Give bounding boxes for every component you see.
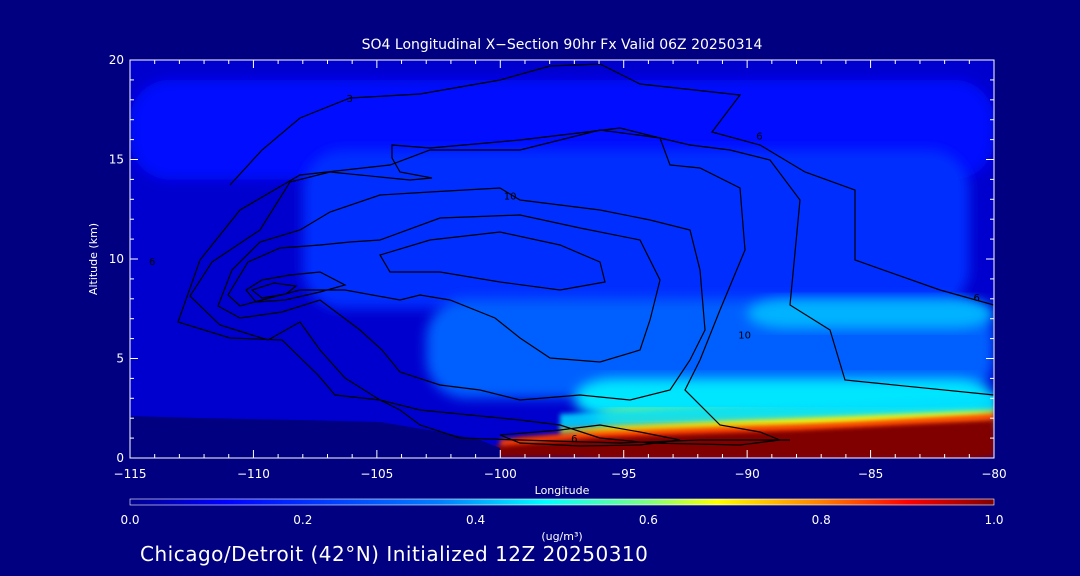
x-axis-label: Longitude [535,484,590,497]
footer-caption: Chicago/Detroit (42°N) Initialized 12Z 2… [140,542,649,566]
colorbar-gradient [129,498,995,506]
surface-high-concentration-layer [470,418,994,458]
x-tick-label: −80 [981,467,1006,481]
contour-label: 3 [347,94,353,105]
colorbar: 0.0 0.2 0.4 0.6 0.8 1.0 (ug/m³) [120,498,1004,543]
contour-label: 6 [149,257,155,268]
colorbar-units: (ug/m³) [541,530,582,543]
x-axis-ticks: −115 −110 −105 −100 −95 −90 −85 −80 [114,60,1007,481]
contour-16 [379,231,606,291]
axes: −115 −110 −105 −100 −95 −90 −85 −80 0 5 10 15 20 [109,53,1007,481]
chart-title: SO4 Longitudinal X−Section 90hr Fx Valid… [362,37,763,53]
contour-labels: 3 6 10 6 6 10 6 [149,94,980,445]
contour-13 [227,214,661,363]
y-tick-label: 5 [116,352,124,366]
x-tick-label: −115 [114,467,147,481]
contour-label: 6 [756,132,762,143]
y-axis-ticks: 0 5 10 15 20 [109,53,994,465]
contour-16-west [245,271,347,303]
colorbar-tick-label: 0.4 [466,513,485,527]
terrain [130,416,500,458]
y-tick-label: 0 [116,451,124,465]
contour-label: 6 [974,293,980,304]
contour-low-cell [499,424,681,447]
concentration-field [130,60,994,458]
contour-label: 10 [738,331,751,342]
x-tick-label: −95 [611,467,636,481]
contour-10 [217,187,706,401]
x-tick-label: −90 [734,467,759,481]
contour-3 [177,63,994,444]
colorbar-tick-label: 0.2 [293,513,312,527]
y-tick-label: 10 [109,252,124,266]
field-region [302,149,970,309]
contour-label: 6 [571,434,577,445]
colorbar-tick-label: 0.0 [120,513,139,527]
x-tick-label: −85 [858,467,883,481]
y-tick-label: 15 [109,153,124,167]
contour-6 [189,127,781,446]
contour-label: 10 [504,191,517,202]
y-tick-label: 20 [109,53,124,67]
y-axis-label: Altitude (km) [87,223,100,295]
x-tick-label: −105 [360,467,393,481]
colorbar-tick-label: 0.8 [812,513,831,527]
colorbar-ticks: 0.0 0.2 0.4 0.6 0.8 1.0 [120,513,1003,527]
contour-20 [250,282,298,299]
colorbar-tick-label: 0.6 [639,513,658,527]
contour-lines [177,63,994,447]
colorbar-tick-label: 1.0 [984,513,1003,527]
field-region [747,298,994,329]
surface-cyan-band [560,394,994,428]
x-tick-label: −110 [237,467,270,481]
x-tick-label: −100 [484,467,517,481]
